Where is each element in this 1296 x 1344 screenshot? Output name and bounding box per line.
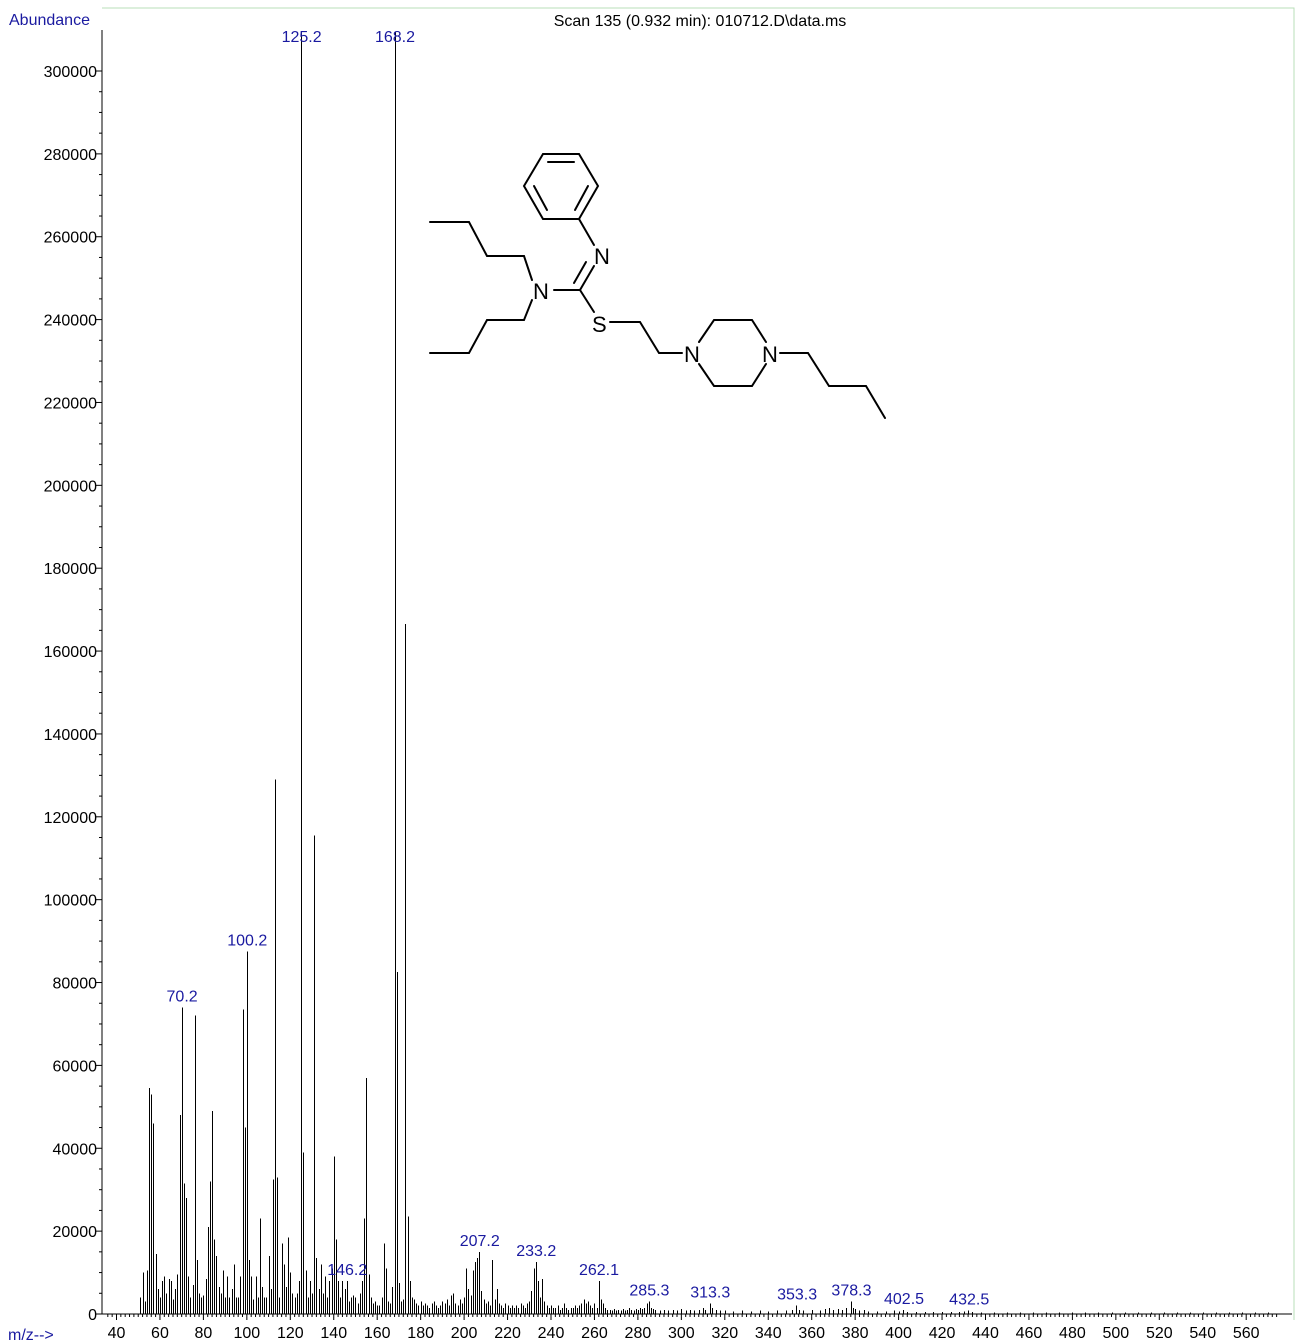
- peak-label: 125.2: [282, 29, 322, 46]
- x-axis-ticks: 40 60 80 100 120 140 160 180 200 220 240 260 280 300 3…: [107, 1314, 1278, 1342]
- bond: [579, 289, 595, 313]
- x-tick-label: 100: [233, 1325, 260, 1342]
- atom-nitrogen-imine: N: [594, 244, 610, 269]
- peak-label: 402.5: [884, 1291, 924, 1308]
- y-tick-label: 20000: [53, 1224, 98, 1241]
- x-tick-label: 200: [451, 1325, 478, 1342]
- butyl-chain-lower: [429, 299, 533, 354]
- x-tick-label: 400: [885, 1325, 912, 1342]
- peak-labels: 70.2 100.2 125.2 146.2 168.2 207.2 233.2 262.1 2…: [167, 29, 990, 1309]
- y-tick-label: 0: [88, 1307, 97, 1324]
- peak-label: 70.2: [167, 988, 198, 1005]
- peak-label: 262.1: [579, 1262, 619, 1279]
- bond: [573, 261, 587, 284]
- y-tick-label: 100000: [44, 893, 97, 910]
- peak-label: 146.2: [327, 1262, 367, 1279]
- y-tick-label: 300000: [44, 64, 97, 81]
- y-axis-ticks: 0 20000 40000 60000 80000 100000 120000 140000 1…: [44, 64, 102, 1324]
- bond: [579, 265, 595, 291]
- peak-label: 313.3: [690, 1285, 730, 1302]
- x-tick-label: 340: [755, 1325, 782, 1342]
- y-tick-label: 240000: [44, 313, 97, 330]
- x-tick-label: 220: [494, 1325, 521, 1342]
- piperazine-upper: [698, 319, 767, 343]
- chart-title: Scan 135 (0.932 min): 010712.D\data.ms: [554, 13, 847, 30]
- x-tick-label: 380: [842, 1325, 869, 1342]
- x-tick-label: 420: [929, 1325, 956, 1342]
- atom-nitrogen-piperazine-4: N: [762, 342, 778, 367]
- peak-label: 207.2: [460, 1233, 500, 1250]
- y-tick-label: 220000: [44, 395, 97, 412]
- ethyl-linker: [609, 321, 683, 354]
- peak-label: 100.2: [227, 932, 267, 949]
- peak-label: 353.3: [777, 1287, 817, 1304]
- x-tick-label: 280: [625, 1325, 652, 1342]
- peak-label: 378.3: [831, 1283, 871, 1300]
- y-tick-label: 260000: [44, 230, 97, 247]
- x-tick-label: 300: [668, 1325, 695, 1342]
- spectrum-bars: [140, 32, 1269, 1314]
- y-tick-label: 40000: [53, 1141, 98, 1158]
- y-tick-label: 60000: [53, 1058, 98, 1075]
- x-tick-label: 140: [320, 1325, 347, 1342]
- chart-frame: [102, 7, 1295, 1320]
- ring-double-bond: [533, 185, 548, 211]
- x-tick-label: 60: [151, 1325, 169, 1342]
- y-tick-label: 80000: [53, 976, 98, 993]
- x-tick-label: 120: [277, 1325, 304, 1342]
- chemical-structure: N N S N N: [429, 153, 886, 419]
- peak-label: 432.5: [949, 1292, 989, 1309]
- y-tick-label: 280000: [44, 147, 97, 164]
- peak-label: 168.2: [375, 29, 415, 46]
- butyl-chain-upper: [429, 221, 533, 281]
- x-axis-label: m/z-->: [8, 1327, 54, 1344]
- x-tick-label: 240: [538, 1325, 565, 1342]
- y-tick-label: 200000: [44, 478, 97, 495]
- atom-nitrogen-amine: N: [533, 279, 549, 304]
- x-tick-label: 460: [1016, 1325, 1043, 1342]
- piperazine-lower: [698, 363, 767, 387]
- atom-sulfur: S: [592, 312, 607, 337]
- y-tick-label: 160000: [44, 644, 97, 661]
- x-tick-label: 540: [1189, 1325, 1216, 1342]
- y-axis-label: Abundance: [9, 12, 90, 29]
- x-tick-label: 500: [1102, 1325, 1129, 1342]
- bond: [578, 218, 595, 246]
- peak-label: 233.2: [516, 1243, 556, 1260]
- atom-nitrogen-piperazine-1: N: [684, 342, 700, 367]
- x-tick-label: 480: [1059, 1325, 1086, 1342]
- x-tick-label: 260: [581, 1325, 608, 1342]
- x-tick-label: 520: [1146, 1325, 1173, 1342]
- x-tick-label: 160: [364, 1325, 391, 1342]
- y-tick-label: 180000: [44, 561, 97, 578]
- x-tick-label: 40: [108, 1325, 126, 1342]
- x-tick-label: 320: [711, 1325, 738, 1342]
- x-tick-label: 560: [1233, 1325, 1260, 1342]
- x-tick-label: 80: [195, 1325, 213, 1342]
- y-tick-label: 140000: [44, 727, 97, 744]
- ring-double-bond: [574, 185, 589, 211]
- peak-label: 285.3: [629, 1283, 669, 1300]
- y-tick-label: 120000: [44, 810, 97, 827]
- butyl-chain-right: [779, 352, 886, 419]
- x-tick-label: 440: [972, 1325, 999, 1342]
- x-tick-label: 180: [407, 1325, 434, 1342]
- x-tick-label: 360: [798, 1325, 825, 1342]
